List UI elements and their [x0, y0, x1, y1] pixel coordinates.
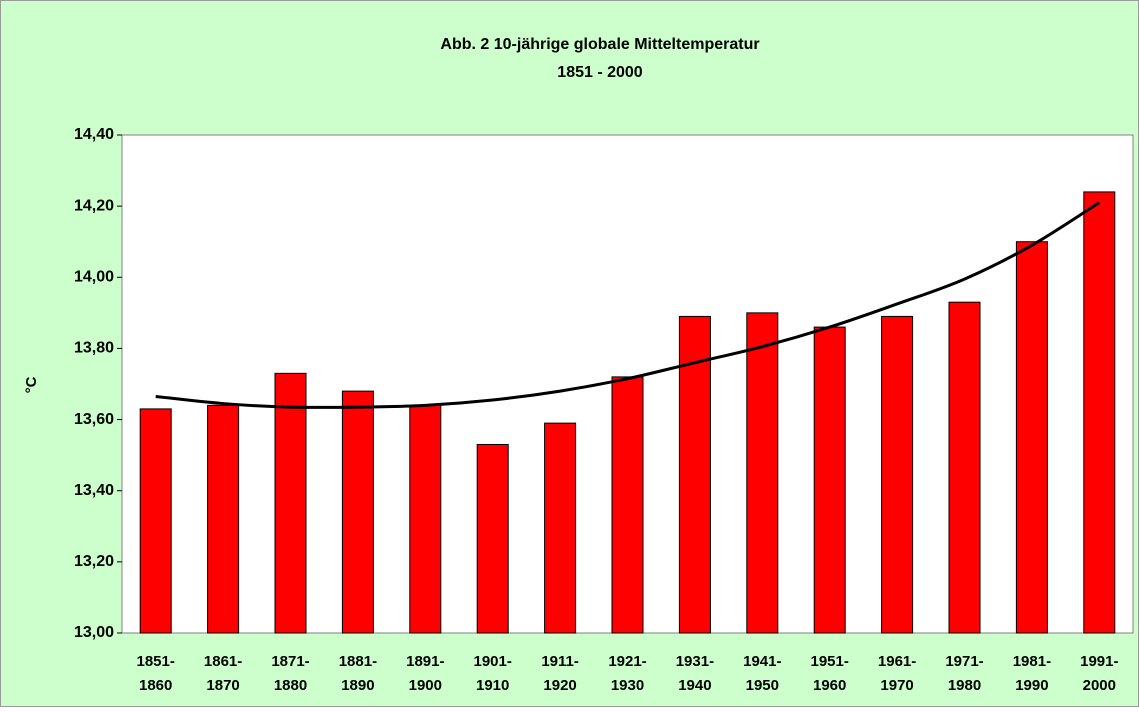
trend-line: [155, 201, 1101, 409]
chart-title: Abb. 2 10-jährige globale Mitteltemperat…: [440, 36, 759, 53]
x-tick-label: 1941-1950: [743, 653, 781, 694]
x-tick-label: 1891-1900: [406, 653, 444, 694]
bar: [678, 315, 711, 634]
x-tick-label: 1961-1970: [878, 653, 916, 694]
x-tick-label: 1861-1870: [204, 653, 242, 694]
x-tick-label: 1921-1930: [608, 653, 646, 694]
bar: [274, 372, 307, 634]
x-tick-label: 1951-1960: [811, 653, 849, 694]
bar: [746, 312, 779, 634]
x-tick-label: 1971-1980: [945, 653, 983, 694]
bar: [1015, 241, 1048, 634]
y-tick-label: 14,20: [74, 197, 114, 214]
x-tick-label: 1931-1940: [676, 653, 714, 694]
chart-subtitle: 1851 - 2000: [557, 64, 643, 81]
bar: [813, 326, 846, 634]
y-axis-label: °C: [23, 376, 40, 393]
bar: [611, 376, 644, 634]
bar: [1083, 191, 1116, 634]
bar: [476, 443, 509, 634]
bar: [881, 315, 914, 634]
x-tick-label: 1991-2000: [1080, 653, 1118, 694]
y-tick-label: 14,40: [74, 126, 114, 143]
y-tick-label: 14,00: [74, 269, 114, 286]
bar: [207, 404, 240, 634]
x-tick-label: 1981-1990: [1013, 653, 1051, 694]
x-tick-label: 1881-1890: [339, 653, 377, 694]
y-tick-label: 13,40: [74, 482, 114, 499]
y-tick-label: 13,60: [74, 411, 114, 428]
y-tick-label: 13,20: [74, 553, 114, 570]
x-tick-label: 1851-1860: [137, 653, 175, 694]
x-tick-label: 1911-1920: [541, 653, 579, 694]
bar: [409, 404, 442, 634]
bar: [139, 408, 172, 634]
x-tick-label: 1871-1880: [271, 653, 309, 694]
y-tick-label: 13,80: [74, 340, 114, 357]
x-tick-label: 1901-1910: [474, 653, 512, 694]
bar: [341, 390, 374, 634]
y-tick-label: 13,00: [74, 624, 114, 641]
bar: [544, 422, 577, 634]
bar: [948, 301, 981, 634]
